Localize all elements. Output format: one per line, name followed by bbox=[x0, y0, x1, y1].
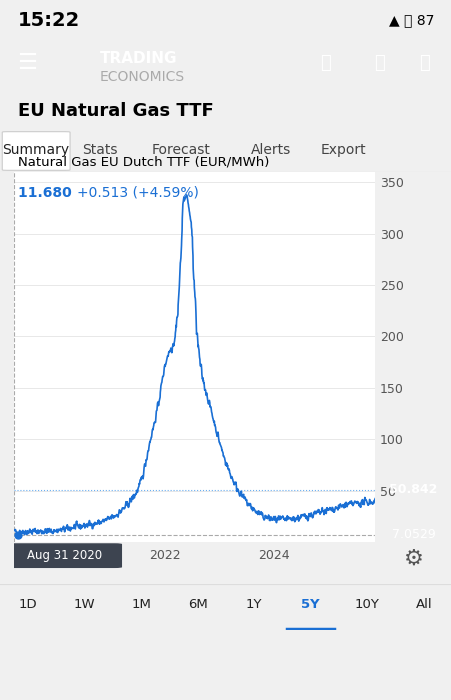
Text: 10Y: 10Y bbox=[354, 598, 379, 611]
Text: 5Y: 5Y bbox=[301, 598, 319, 611]
Text: 11.680: 11.680 bbox=[18, 186, 81, 200]
Text: 1D: 1D bbox=[19, 598, 37, 611]
Text: 2024: 2024 bbox=[258, 549, 289, 562]
Text: ▲ ᯤ 87: ▲ ᯤ 87 bbox=[388, 13, 433, 27]
Text: TRADING: TRADING bbox=[99, 50, 176, 66]
Text: Forecast: Forecast bbox=[151, 144, 210, 158]
FancyBboxPatch shape bbox=[6, 543, 122, 568]
Text: Export: Export bbox=[320, 144, 365, 158]
Text: ☰: ☰ bbox=[17, 53, 37, 74]
Text: 2022: 2022 bbox=[149, 549, 181, 562]
Text: ⚙: ⚙ bbox=[403, 549, 423, 569]
Text: Natural Gas EU Dutch TTF (EUR/MWh): Natural Gas EU Dutch TTF (EUR/MWh) bbox=[18, 155, 269, 168]
Text: +0.513 (+4.59%): +0.513 (+4.59%) bbox=[77, 186, 198, 200]
Text: 50.842: 50.842 bbox=[388, 483, 437, 496]
Text: All: All bbox=[414, 598, 431, 611]
Text: ECONOMICS: ECONOMICS bbox=[99, 71, 184, 85]
Text: Summary: Summary bbox=[3, 144, 69, 158]
Text: 15:22: 15:22 bbox=[18, 10, 80, 29]
Text: Aug 31 2020: Aug 31 2020 bbox=[27, 549, 101, 562]
Text: 1M: 1M bbox=[131, 598, 151, 611]
Text: 👤: 👤 bbox=[419, 55, 429, 72]
Text: Alerts: Alerts bbox=[250, 144, 291, 158]
Text: 1W: 1W bbox=[74, 598, 95, 611]
Text: Stats: Stats bbox=[82, 144, 117, 158]
Text: 7.0529: 7.0529 bbox=[391, 528, 434, 541]
Text: 🔔: 🔔 bbox=[373, 55, 384, 72]
Text: 6M: 6M bbox=[188, 598, 207, 611]
Text: 🔍: 🔍 bbox=[319, 55, 330, 72]
Text: 1Y: 1Y bbox=[245, 598, 262, 611]
Text: EU Natural Gas TTF: EU Natural Gas TTF bbox=[18, 102, 213, 120]
FancyBboxPatch shape bbox=[2, 132, 70, 170]
